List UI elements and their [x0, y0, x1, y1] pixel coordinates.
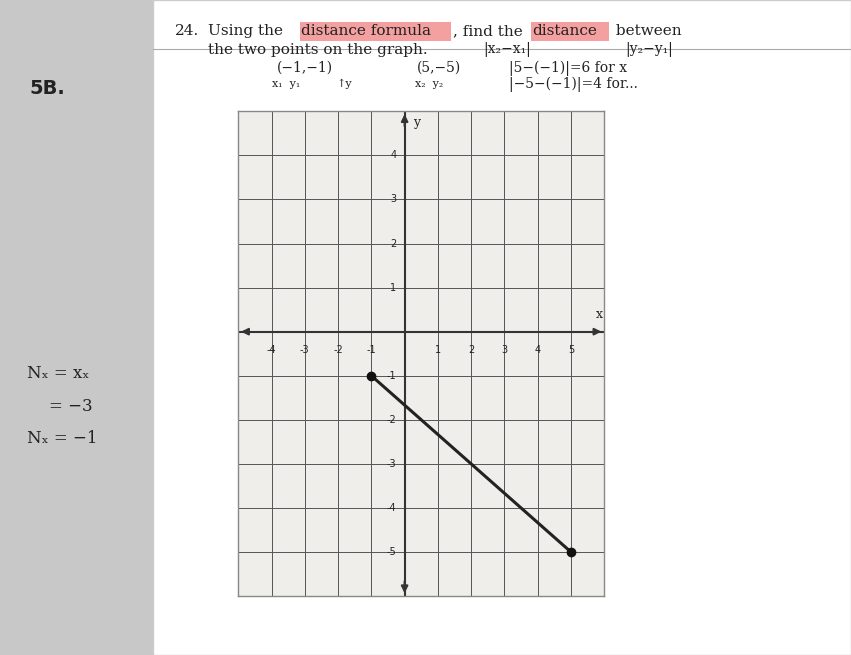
- Text: y: y: [413, 116, 420, 129]
- Text: x₁  y₁: x₁ y₁: [272, 79, 300, 89]
- Text: 24.: 24.: [174, 24, 198, 39]
- Text: -1: -1: [386, 371, 397, 381]
- Text: -2: -2: [334, 345, 343, 355]
- Text: 1: 1: [435, 345, 441, 355]
- Text: (5,−5): (5,−5): [417, 61, 461, 75]
- Text: -1: -1: [367, 345, 376, 355]
- Text: 4: 4: [390, 151, 397, 160]
- Text: ↑y: ↑y: [336, 79, 351, 89]
- Text: |x₂−x₁|: |x₂−x₁|: [483, 43, 531, 57]
- Text: |5−(−1)|=6 for x: |5−(−1)|=6 for x: [509, 60, 627, 76]
- Text: 5: 5: [568, 345, 574, 355]
- Text: Nₓ = −1: Nₓ = −1: [27, 430, 98, 447]
- Text: = −3: = −3: [49, 398, 93, 415]
- Bar: [153, 0, 851, 655]
- Bar: [531, 22, 609, 41]
- Text: 3: 3: [390, 195, 397, 204]
- Text: 3: 3: [501, 345, 507, 355]
- Text: 5B.: 5B.: [30, 79, 66, 98]
- Text: -4: -4: [266, 345, 277, 355]
- Text: distance: distance: [533, 24, 597, 39]
- Text: distance formula: distance formula: [301, 24, 431, 39]
- Text: 4: 4: [534, 345, 540, 355]
- Text: -2: -2: [386, 415, 397, 425]
- Text: 2: 2: [390, 238, 397, 248]
- Text: -3: -3: [386, 459, 397, 469]
- Text: , find the: , find the: [453, 24, 528, 39]
- Text: |−5−(−1)|=4 for...: |−5−(−1)|=4 for...: [509, 76, 637, 92]
- Bar: [0, 0, 153, 655]
- Text: 1: 1: [390, 282, 397, 293]
- Text: -4: -4: [386, 503, 397, 513]
- Text: (−1,−1): (−1,−1): [277, 61, 333, 75]
- Text: x₂  y₂: x₂ y₂: [415, 79, 443, 89]
- Text: |y₂−y₁|: |y₂−y₁|: [625, 43, 673, 57]
- Text: -5: -5: [386, 547, 397, 557]
- Text: the two points on the graph.: the two points on the graph.: [208, 43, 428, 57]
- Text: x: x: [596, 308, 603, 320]
- Text: Using the: Using the: [208, 24, 288, 39]
- Text: -3: -3: [300, 345, 310, 355]
- Bar: [300, 22, 451, 41]
- Text: 2: 2: [468, 345, 474, 355]
- Text: between: between: [611, 24, 682, 39]
- Text: Nₓ = xₓ: Nₓ = xₓ: [27, 365, 89, 382]
